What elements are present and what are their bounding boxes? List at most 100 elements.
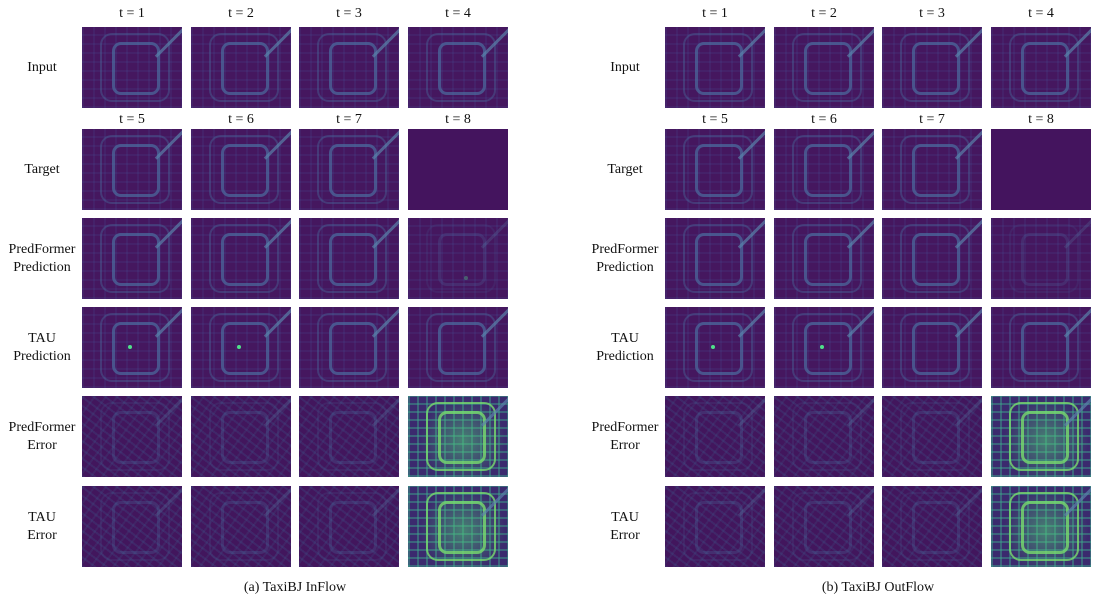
row-label-line: TAU (28, 510, 56, 525)
hotspot (711, 345, 715, 349)
heatmap-feature (112, 321, 160, 375)
heatmap-feature (317, 33, 387, 103)
heatmap-feature (804, 41, 852, 95)
row-label: TAU Prediction (0, 330, 84, 366)
heatmap (991, 396, 1091, 477)
heatmap-feature (900, 224, 970, 294)
row-label-line: Error (27, 528, 57, 543)
row-label-line: Input (610, 60, 640, 75)
heatmap-feature (329, 41, 377, 95)
row-label-line: Input (27, 60, 57, 75)
heatmap-feature (438, 232, 486, 286)
heatmap (882, 129, 982, 210)
row-label: PredFormer Error (0, 419, 84, 455)
heatmap (665, 307, 765, 388)
heatmap-feature (900, 492, 970, 562)
heatmap (991, 129, 1091, 210)
heatmap-feature (317, 402, 387, 472)
hotspot (237, 345, 241, 349)
heatmap-feature (683, 402, 753, 472)
heatmap-feature (804, 410, 852, 464)
heatmap-feature (1009, 33, 1079, 103)
heatmap-feature (1009, 402, 1079, 472)
heatmap (299, 486, 399, 567)
heatmap-feature (317, 313, 387, 383)
row-label: TAU Error (0, 509, 84, 545)
heatmap-feature (100, 492, 170, 562)
heatmap (82, 396, 182, 477)
heatmap-feature (112, 232, 160, 286)
heatmap-feature (1021, 232, 1069, 286)
column-header: t = 5 (119, 112, 145, 127)
heatmap-feature (804, 143, 852, 197)
hotspot (464, 276, 468, 280)
heatmap-feature (112, 143, 160, 197)
heatmap (774, 486, 874, 567)
heatmap-feature (100, 33, 170, 103)
heatmap-feature (329, 232, 377, 286)
heatmap-feature (438, 321, 486, 375)
heatmap-feature (426, 313, 496, 383)
heatmap-feature (792, 402, 862, 472)
row-label: PredFormer Prediction (583, 241, 667, 277)
row-label-line: Prediction (596, 349, 654, 364)
column-header: t = 6 (228, 112, 254, 127)
row-label-line: Error (610, 438, 640, 453)
column-header: t = 3 (919, 6, 945, 21)
heatmap (299, 218, 399, 299)
heatmap-feature (683, 492, 753, 562)
heatmap-feature (900, 402, 970, 472)
heatmap (774, 27, 874, 108)
heatmap (82, 307, 182, 388)
heatmap (774, 396, 874, 477)
column-header: t = 8 (445, 112, 471, 127)
heatmap-feature (804, 232, 852, 286)
heatmap-feature (792, 33, 862, 103)
heatmap-feature (426, 402, 496, 472)
column-header: t = 4 (1028, 6, 1054, 21)
heatmap-feature (695, 410, 743, 464)
row-label-line: PredFormer (8, 242, 76, 257)
heatmap-feature (683, 224, 753, 294)
panel-caption: (a) TaxiBJ InFlow (243, 580, 347, 595)
heatmap (299, 129, 399, 210)
heatmap-feature (221, 232, 269, 286)
row-label-line: Target (24, 162, 60, 177)
heatmap-feature (112, 410, 160, 464)
heatmap (991, 307, 1091, 388)
heatmap-feature (221, 41, 269, 95)
heatmap-feature (221, 321, 269, 375)
heatmap (991, 218, 1091, 299)
row-label-line: Prediction (13, 349, 71, 364)
heatmap-feature (804, 321, 852, 375)
row-label: PredFormer Prediction (0, 241, 84, 277)
heatmap-feature (209, 224, 279, 294)
heatmap-feature (221, 143, 269, 197)
heatmap-feature (900, 135, 970, 205)
heatmap (299, 396, 399, 477)
heatmap-feature (329, 321, 377, 375)
row-label-line: PredFormer (591, 420, 659, 435)
heatmap-feature (900, 313, 970, 383)
heatmap (299, 27, 399, 108)
heatmap (991, 27, 1091, 108)
heatmap (191, 129, 291, 210)
heatmap-feature (438, 500, 486, 554)
column-header: t = 6 (811, 112, 837, 127)
heatmap-feature (329, 500, 377, 554)
heatmap-feature (317, 135, 387, 205)
heatmap-feature (1021, 410, 1069, 464)
heatmap-feature (804, 500, 852, 554)
heatmap-feature (317, 224, 387, 294)
heatmap (82, 27, 182, 108)
heatmap-feature (329, 410, 377, 464)
heatmap-feature (695, 500, 743, 554)
heatmap (882, 307, 982, 388)
heatmap (665, 486, 765, 567)
heatmap (408, 129, 508, 210)
column-header: t = 7 (336, 112, 362, 127)
heatmap (408, 396, 508, 477)
row-label-line: Prediction (13, 260, 71, 275)
row-label-line: PredFormer (591, 242, 659, 257)
